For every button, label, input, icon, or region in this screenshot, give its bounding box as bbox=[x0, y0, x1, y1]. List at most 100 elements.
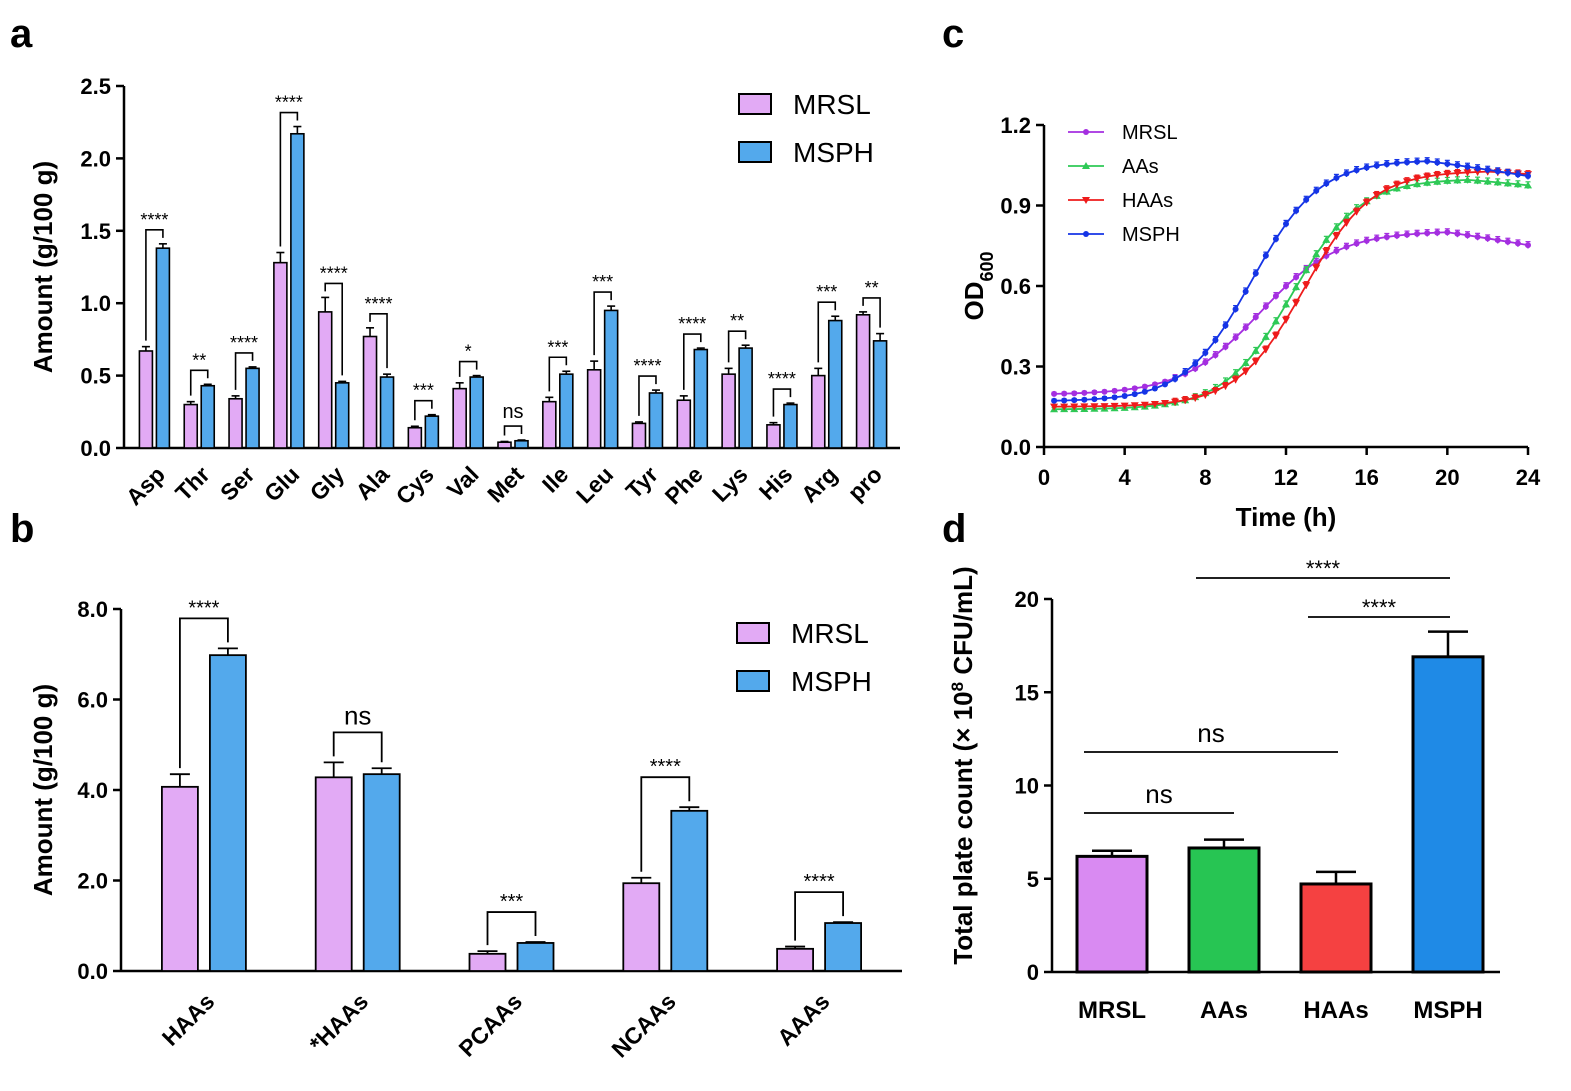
chart-a-xtick-label: Glu bbox=[259, 461, 304, 506]
chart-c-point-MRSL bbox=[1061, 390, 1068, 397]
chart-c-point-AAs bbox=[1473, 176, 1482, 184]
chart-c-ytick-label: 0.3 bbox=[1000, 355, 1031, 380]
chart-b-ytick-label: 0.0 bbox=[77, 959, 108, 984]
chart-c-point-HAAs bbox=[1161, 400, 1169, 408]
chart-c-point-AAs bbox=[1342, 212, 1351, 220]
panel-label-b: b bbox=[10, 507, 35, 551]
chart-c-point-HAAs bbox=[1372, 192, 1381, 200]
chart-a-sig-bracket bbox=[279, 111, 299, 247]
chart-d-comparison-label: **** bbox=[1306, 556, 1341, 581]
chart-c-point-MSPH bbox=[1151, 385, 1158, 392]
chart-b-sig-label: ns bbox=[344, 700, 371, 730]
chart-c-point-AAs bbox=[1513, 180, 1522, 188]
chart-c-point-MRSL bbox=[1494, 237, 1501, 244]
chart-c-point-HAAs bbox=[1100, 403, 1109, 411]
chart-c-legend-label: MRSL bbox=[1122, 122, 1178, 144]
chart-c-point-HAAs bbox=[1403, 178, 1411, 186]
chart-c-point-MRSL bbox=[1464, 232, 1471, 239]
chart-c-point-MRSL bbox=[1202, 359, 1209, 366]
chart-c-point-MRSL bbox=[1151, 381, 1158, 388]
chart-c-point-MSPH bbox=[1454, 162, 1461, 169]
chart-c-point-MRSL bbox=[1424, 230, 1431, 237]
chart-a-bar-MRSL-Met bbox=[497, 441, 512, 449]
chart-c-point-HAAs bbox=[1261, 346, 1270, 354]
chart-b-xtick-label: HAAs bbox=[157, 988, 220, 1051]
chart-a-xtick-label: Cys bbox=[391, 461, 439, 509]
chart-c-point-MSPH bbox=[1272, 235, 1279, 242]
chart-c-point-MRSL bbox=[1373, 235, 1380, 242]
chart-c-point-MSPH bbox=[1383, 161, 1390, 168]
chart-d-comparison-label: ns bbox=[1145, 779, 1172, 809]
chart-a-xtick-label: Gly bbox=[305, 461, 350, 506]
chart-a-sig-bracket bbox=[638, 375, 657, 416]
chart-c-point-HAAs bbox=[1443, 170, 1452, 178]
chart-c-point-HAAs bbox=[1473, 168, 1482, 176]
chart-c-point-MRSL bbox=[1404, 231, 1410, 238]
chart-a-bar-MRSL-Leu bbox=[586, 369, 602, 449]
chart-c-point-MSPH bbox=[1192, 360, 1199, 367]
chart-c-point-HAAs bbox=[1070, 403, 1079, 411]
chart-c-point-MRSL bbox=[1393, 232, 1400, 239]
chart-b-bar-MRSL-HAAs bbox=[160, 785, 199, 972]
chart-a-bar-MSPH-Gly bbox=[334, 382, 350, 449]
chart-a-bar-MSPH-Met bbox=[514, 439, 529, 449]
chart-c-point-MSPH bbox=[1101, 395, 1108, 402]
chart-c-ytick-label: 0.6 bbox=[1000, 274, 1031, 299]
chart-c-point-HAAs bbox=[1292, 299, 1301, 307]
chart-c-point-MSPH bbox=[1141, 388, 1148, 395]
chart-c-point-MSPH bbox=[1434, 159, 1441, 166]
chart-c-point-MSPH bbox=[1343, 170, 1350, 177]
chart-d-comparison-label: ns bbox=[1197, 718, 1224, 748]
chart-a-bar-MRSL-Ser bbox=[228, 397, 243, 449]
chart-c-point-HAAs bbox=[1282, 316, 1290, 324]
chart-a-ytick-label: 1.5 bbox=[80, 219, 111, 244]
chart-c-point-AAs bbox=[1332, 223, 1341, 231]
chart-a-sig-bracket bbox=[458, 360, 478, 377]
chart-b-sig-bracket bbox=[794, 891, 844, 941]
chart-c-point-HAAs bbox=[1140, 401, 1149, 409]
chart-d-xtick-label: MSPH bbox=[1413, 997, 1482, 1024]
chart-c-point-MSPH bbox=[1504, 169, 1511, 176]
chart-c-point-MRSL bbox=[1222, 343, 1229, 350]
chart-c-point-MRSL bbox=[1192, 365, 1199, 372]
chart-d-bar-HAAs bbox=[1299, 882, 1373, 974]
chart-c-point-MSPH bbox=[1202, 349, 1209, 356]
chart-c-point-MSPH bbox=[1444, 160, 1451, 167]
chart-c-point-MRSL bbox=[1071, 390, 1078, 397]
chart-c-legend-marker bbox=[1082, 162, 1090, 169]
chart-c-point-MSPH bbox=[1071, 397, 1078, 404]
chart-b-sig-bracket bbox=[486, 911, 537, 946]
chart-c-legend-label: AAs bbox=[1122, 156, 1159, 178]
chart-a-bar-MSPH-His bbox=[783, 403, 798, 449]
chart-a-bar-MRSL-Glu bbox=[273, 261, 288, 449]
chart-c-point-MSPH bbox=[1081, 396, 1088, 403]
chart-c-point-HAAs bbox=[1221, 383, 1230, 391]
chart-a-sig-label: *** bbox=[547, 337, 568, 357]
chart-c-point-MSPH bbox=[1061, 397, 1068, 404]
chart-c-point-HAAs bbox=[1312, 264, 1321, 272]
chart-c-point-MSPH bbox=[1353, 167, 1360, 174]
chart-c-point-HAAs bbox=[1211, 388, 1220, 396]
chart-c-point-MRSL bbox=[1121, 386, 1128, 393]
chart-c-point-HAAs bbox=[1150, 400, 1159, 408]
chart-c-point-MRSL bbox=[1252, 314, 1259, 321]
chart-a-xtick-label: Val bbox=[442, 461, 484, 503]
chart-c-point-MSPH bbox=[1162, 381, 1168, 388]
chart-c-point-MRSL bbox=[1474, 233, 1481, 240]
chart-a-sig-label: **** bbox=[275, 93, 303, 113]
chart-c-legend-label: MSPH bbox=[1122, 224, 1180, 246]
chart-a-sig-bracket bbox=[234, 352, 254, 390]
chart-a-bar-MRSL-Thr bbox=[183, 403, 199, 449]
chart-a-bar-MSPH-Thr bbox=[200, 384, 216, 449]
chart-a-sig-label: *** bbox=[816, 282, 837, 302]
chart-d-bar-AAs bbox=[1187, 846, 1261, 974]
chart-a-bar-MSPH-Ile bbox=[559, 373, 574, 449]
panel-label-a: a bbox=[10, 12, 33, 56]
chart-b-ytick-label: 4.0 bbox=[77, 778, 108, 803]
chart-b-ytick-label: 8.0 bbox=[77, 597, 108, 622]
chart-a-sig-label: **** bbox=[365, 294, 393, 314]
chart-c-point-MRSL bbox=[1484, 235, 1491, 242]
chart-c-point-AAs bbox=[1524, 181, 1532, 189]
chart-c-point-MSPH bbox=[1373, 162, 1380, 169]
chart-b-ytick-label: 2.0 bbox=[77, 869, 108, 894]
